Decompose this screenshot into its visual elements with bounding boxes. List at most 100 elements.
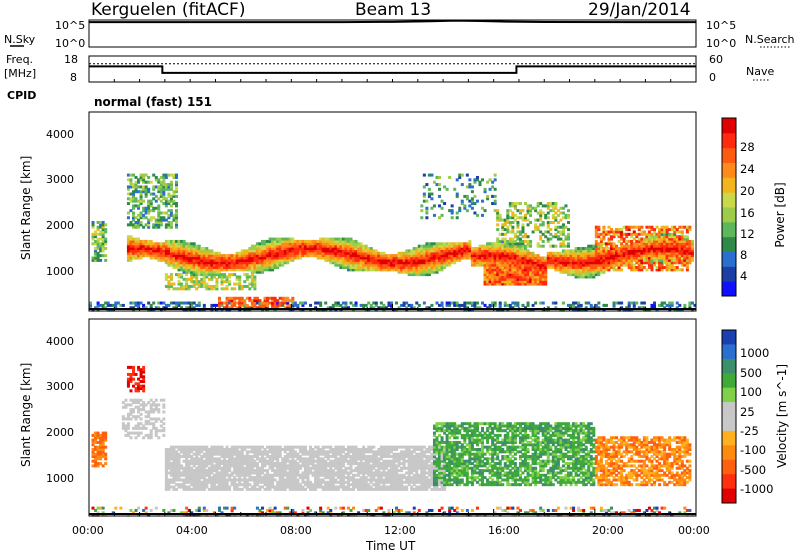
power-cell: [640, 244, 644, 248]
power-cell: [668, 265, 672, 269]
power-cell: [554, 261, 558, 265]
power-cell: [238, 282, 242, 286]
power-cell: [162, 244, 166, 248]
power-cell: [255, 251, 259, 255]
power-cell: [435, 261, 439, 265]
power-cell: [579, 263, 583, 267]
power-cell: [491, 268, 495, 272]
power-cell: [291, 251, 295, 255]
power-cell: [207, 270, 211, 274]
velocity-cell: [190, 469, 194, 473]
power-cell: [473, 254, 477, 258]
power-cell: [296, 254, 300, 258]
power-cell: [162, 192, 166, 196]
velocity-cell: [154, 431, 158, 435]
power-cell: [99, 254, 103, 258]
power-cell: [405, 254, 409, 258]
power-cell: [126, 254, 130, 258]
power-cell: [506, 244, 510, 248]
power-cell: [197, 254, 201, 258]
power-cell: [589, 303, 593, 307]
velocity-cell: [253, 487, 257, 491]
power-cell: [579, 308, 583, 312]
power-cell: [177, 256, 181, 260]
power-cell: [129, 235, 133, 239]
velocity-cell: [167, 450, 171, 454]
power-cell: [283, 247, 287, 251]
power-cell: [524, 202, 528, 206]
power-cell: [559, 230, 563, 234]
power-cell: [541, 273, 545, 277]
power-cell: [521, 277, 525, 281]
power-cell: [526, 258, 530, 262]
velocity-cell: [205, 447, 209, 451]
power-cell: [630, 232, 634, 236]
power-cell: [225, 303, 229, 307]
power-cell: [217, 301, 221, 305]
power-cell: [144, 216, 148, 220]
velocity-cell: [137, 410, 141, 414]
power-cell: [346, 244, 350, 248]
power-cell: [496, 280, 500, 284]
power-cell: [195, 249, 199, 253]
power-cell: [177, 239, 181, 243]
power-cell: [374, 256, 378, 260]
power-cell: [675, 306, 679, 310]
power-cell: [597, 256, 601, 260]
power-cell: [288, 256, 292, 260]
power-cell: [501, 232, 505, 236]
power-cell: [233, 287, 237, 291]
power-cell: [675, 308, 679, 312]
power-cell: [617, 258, 621, 262]
power-cell: [665, 256, 669, 260]
power-cell: [493, 275, 497, 279]
power-cell: [212, 270, 216, 274]
velocity-cell: [185, 466, 189, 470]
velocity-cell: [200, 466, 204, 470]
power-cell: [685, 239, 689, 243]
power-cell: [250, 265, 254, 269]
velocity-cell: [96, 464, 100, 468]
power-cell: [225, 265, 229, 269]
power-cell: [516, 251, 520, 255]
power-cell: [564, 270, 568, 274]
power-cell: [508, 230, 512, 234]
power-cell: [645, 258, 649, 262]
velocity-cell: [134, 508, 138, 512]
velocity-cell: [223, 478, 227, 482]
power-cell: [491, 303, 495, 307]
power-cell: [673, 239, 677, 243]
power-cell: [162, 301, 166, 305]
power-cell: [278, 237, 282, 241]
power-cell: [344, 261, 348, 265]
power-cell: [230, 299, 234, 303]
power-cell: [152, 206, 156, 210]
power-cell: [483, 273, 487, 277]
power-cell: [255, 270, 259, 274]
power-cell: [195, 261, 199, 265]
power-cell: [367, 251, 371, 255]
power-cell: [190, 277, 194, 281]
power-cell: [309, 242, 313, 246]
power-cell: [250, 301, 254, 305]
velocity-cell: [154, 408, 158, 412]
power-cell: [306, 239, 310, 243]
velocity-cell: [233, 513, 237, 517]
power-cell: [559, 258, 563, 262]
power-cell: [493, 254, 497, 258]
power-cell: [321, 308, 325, 312]
power-cell: [554, 244, 558, 248]
power-cell: [379, 254, 383, 258]
power-cell: [430, 251, 434, 255]
power-cell: [253, 306, 257, 310]
power-cb-tick-20: 20: [740, 184, 755, 198]
power-cell: [531, 280, 535, 284]
power-cell: [650, 247, 654, 251]
velocity-cell: [200, 473, 204, 477]
power-cell: [415, 261, 419, 265]
power-cell: [488, 178, 492, 182]
power-cell: [521, 280, 525, 284]
power-cell: [640, 247, 644, 251]
power-cell: [225, 258, 229, 262]
power-cell: [620, 261, 624, 265]
